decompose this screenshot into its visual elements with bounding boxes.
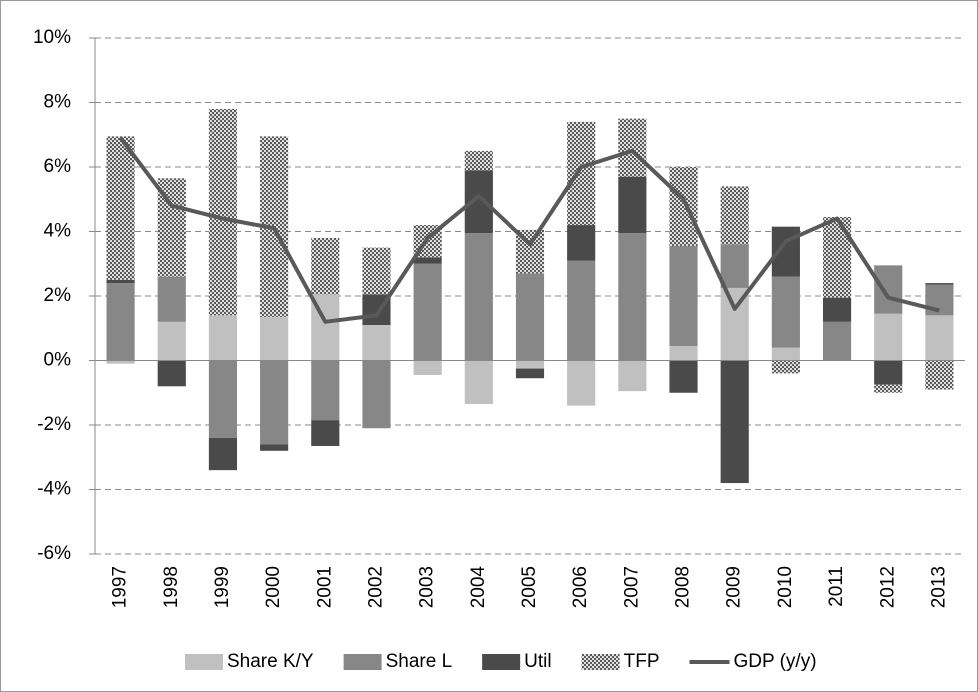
bar <box>720 287 749 361</box>
bar <box>720 244 749 288</box>
bar <box>874 360 903 385</box>
y-tick-label: 10% <box>33 27 71 48</box>
x-tick-label: 2003 <box>417 566 438 608</box>
x-tick-label: 2012 <box>877 566 898 608</box>
bar <box>874 265 903 314</box>
bar <box>720 360 749 484</box>
x-tick-label: 2004 <box>468 566 489 609</box>
bar <box>669 167 698 247</box>
bar <box>567 260 596 361</box>
bar <box>515 273 545 361</box>
bar <box>567 225 596 261</box>
x-tick-label: 2002 <box>365 566 386 608</box>
legend-label: Share K/Y <box>227 651 314 672</box>
bar <box>157 360 186 387</box>
bar <box>567 360 596 406</box>
bar <box>669 246 698 346</box>
bar <box>771 360 800 374</box>
bar <box>771 276 800 348</box>
bar <box>311 237 340 295</box>
x-tick-label: 2005 <box>519 566 540 608</box>
legend-label: TFP <box>624 651 660 672</box>
y-tick-label: 6% <box>44 156 72 177</box>
legend-swatch <box>482 654 521 670</box>
bar <box>311 420 340 446</box>
bar <box>208 437 238 471</box>
bar <box>874 313 903 361</box>
bar <box>464 360 493 405</box>
bar <box>157 276 186 322</box>
x-tick-label: 2006 <box>570 566 591 608</box>
x-tick-label: 2013 <box>928 566 949 608</box>
legend-label: GDP (y/y) <box>734 651 817 672</box>
bar <box>208 108 238 316</box>
bar <box>618 118 647 177</box>
bar <box>515 368 545 379</box>
bar <box>106 136 135 280</box>
bar <box>669 345 698 361</box>
x-tick-label: 1997 <box>110 566 131 608</box>
bar <box>208 360 238 438</box>
y-tick-label: -6% <box>37 543 71 564</box>
bar <box>669 360 698 393</box>
bar <box>874 384 903 393</box>
bar <box>362 325 391 361</box>
bar <box>260 360 289 445</box>
y-tick-label: 8% <box>44 92 72 113</box>
x-tick-label: 1998 <box>161 566 182 608</box>
bar <box>464 150 493 171</box>
bar <box>464 233 493 361</box>
bar <box>260 316 289 361</box>
bar <box>362 247 391 295</box>
bar <box>106 360 135 364</box>
bar <box>106 283 135 361</box>
y-tick-label: 4% <box>44 221 72 242</box>
y-tick-label: 2% <box>44 285 72 306</box>
x-tick-label: 2000 <box>263 566 284 608</box>
bar <box>822 216 852 298</box>
bar <box>413 360 442 376</box>
bar <box>311 360 340 421</box>
x-tick-label: 2009 <box>724 566 745 608</box>
x-tick-label: 1999 <box>212 566 233 608</box>
x-tick-label: 2011 <box>826 566 847 607</box>
y-tick-label: -4% <box>37 479 71 500</box>
bar <box>771 347 800 361</box>
bar <box>925 284 954 316</box>
bar <box>925 315 954 361</box>
bar <box>567 121 596 226</box>
bar <box>618 360 647 392</box>
bar <box>925 283 954 285</box>
x-tick-label: 2010 <box>775 566 796 608</box>
bar <box>822 321 852 361</box>
bar <box>822 297 852 322</box>
bar <box>925 360 954 390</box>
bar <box>260 444 289 451</box>
bar <box>413 263 442 361</box>
bar <box>208 315 238 361</box>
bar <box>157 321 186 361</box>
x-tick-label: 2001 <box>314 566 335 608</box>
legend-swatch <box>343 654 382 670</box>
bar <box>618 176 647 234</box>
legend-swatch <box>581 654 620 670</box>
y-tick-label: 0% <box>44 350 72 371</box>
x-tick-label: 2007 <box>621 566 642 608</box>
legend-swatch <box>185 654 223 670</box>
bar <box>362 360 391 429</box>
legend-label: Util <box>524 651 551 672</box>
bar <box>106 279 135 284</box>
bar <box>720 186 749 245</box>
x-tick-label: 2008 <box>673 566 694 608</box>
bar <box>413 257 442 264</box>
bar <box>515 360 545 369</box>
bar <box>618 233 647 361</box>
y-tick-label: -2% <box>37 414 71 435</box>
legend-label: Share L <box>386 651 453 672</box>
line <box>118 136 940 324</box>
